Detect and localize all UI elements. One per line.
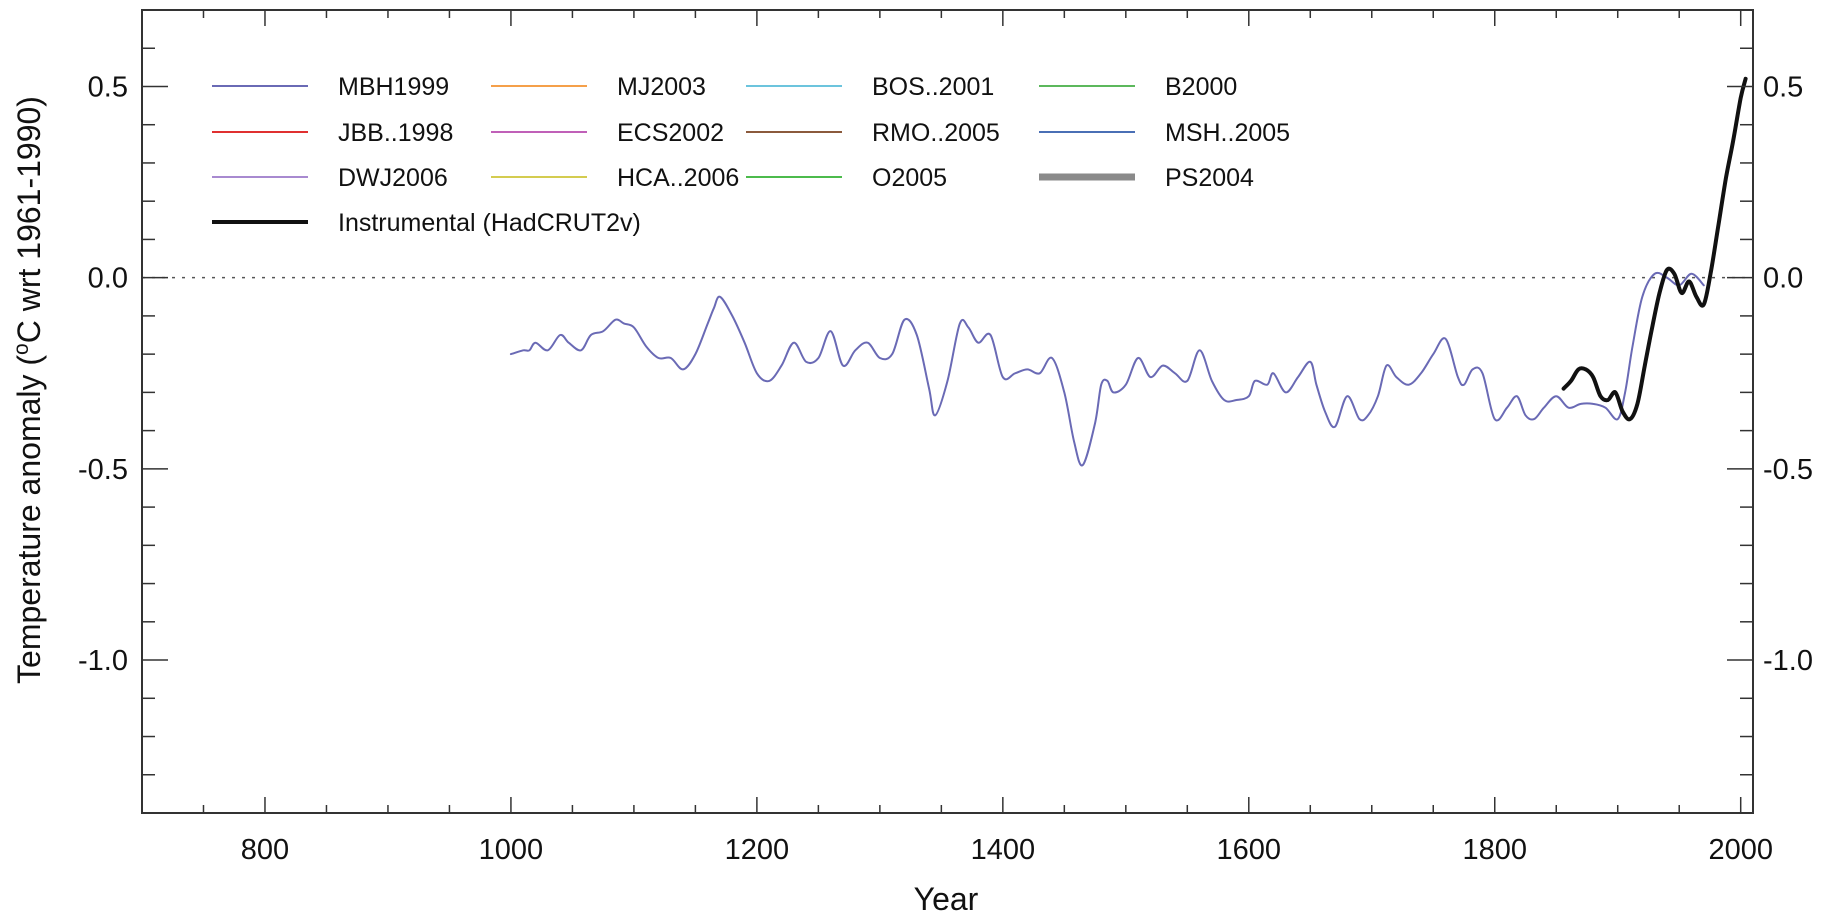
legend-label: MJ2003 — [617, 73, 706, 101]
y-axis-ticks-left: 0.5 0.0 -0.5 -1.0 — [78, 47, 168, 776]
x-tick-label: 1400 — [971, 834, 1036, 866]
y-tick-label-left: -0.5 — [78, 454, 128, 486]
legend-label: Instrumental (HadCRUT2v) — [338, 209, 641, 237]
y-axis-title-part-2: C wrt 1961-1990) — [11, 96, 47, 343]
legend-item-mj2003: MJ2003 — [491, 73, 706, 101]
x-tick-label: 1000 — [479, 834, 544, 866]
legend-label: RMO..2005 — [872, 119, 1000, 147]
legend-label: MBH1999 — [338, 73, 449, 101]
x-axis-ticks: 800 1000 1200 1400 1600 1800 2000 — [202, 10, 1773, 866]
y-tick-label-left: -1.0 — [78, 645, 128, 677]
x-axis-title: Year — [914, 881, 979, 912]
y-axis-title: Temperature anomaly (oC wrt 1961-1990) — [10, 96, 47, 684]
legend-label: BOS..2001 — [872, 73, 994, 101]
legend-label: MSH..2005 — [1165, 119, 1290, 147]
y-tick-label-right: -0.5 — [1763, 454, 1813, 486]
legend-item-msh-2005: MSH..2005 — [1039, 119, 1290, 147]
y-tick-label-right: 0.5 — [1763, 71, 1803, 103]
legend-label: ECS2002 — [617, 119, 724, 147]
y-axis-title-part-1: Temperature anomaly ( — [11, 355, 47, 684]
legend-item-o2005: O2005 — [746, 164, 947, 192]
y-tick-label-right: -1.0 — [1763, 645, 1813, 677]
y-tick-label-right: 0.0 — [1763, 263, 1803, 295]
legend-item-jbb-1998: JBB..1998 — [212, 119, 453, 147]
y-tick-label-left: 0.5 — [88, 71, 128, 103]
y-tick-label-left: 0.0 — [88, 263, 128, 295]
legend-label: B2000 — [1165, 73, 1237, 101]
legend-label: O2005 — [872, 164, 947, 192]
legend-label: PS2004 — [1165, 164, 1254, 192]
x-tick-label: 2000 — [1708, 834, 1773, 866]
x-tick-label: 1200 — [725, 834, 790, 866]
gridless-plot-series — [509, 76, 1748, 467]
legend-item-hca-2006: HCA..2006 — [491, 164, 739, 192]
legend-label: HCA..2006 — [617, 164, 739, 192]
legend-item-ps2004: PS2004 — [1039, 164, 1254, 192]
legend-item-ecs2002: ECS2002 — [491, 119, 724, 147]
legend-item-rmo-2005: RMO..2005 — [746, 119, 1000, 147]
legend: MBH1999 MJ2003 BOS..2001 B2000 JBB..1998 ECS2… — [212, 73, 1290, 237]
x-tick-label: 1600 — [1217, 834, 1282, 866]
legend-item-b2000: B2000 — [1039, 73, 1237, 101]
legend-item-dwj2006: DWJ2006 — [212, 164, 448, 192]
plot-frame — [141, 9, 1754, 814]
legend-label: JBB..1998 — [338, 119, 453, 147]
x-tick-label: 1800 — [1462, 834, 1527, 866]
series-line-instrumental-hadcrut2v — [1561, 76, 1748, 422]
legend-item-mbh1999: MBH1999 — [212, 73, 449, 101]
legend-label: DWJ2006 — [338, 164, 448, 192]
x-tick-label: 800 — [241, 834, 289, 866]
y-axis-title-degree: o — [10, 343, 33, 355]
legend-item-instrumental-hadcrut2v: Instrumental (HadCRUT2v) — [212, 209, 641, 237]
legend-item-bos-2001: BOS..2001 — [746, 73, 994, 101]
series-line-mbh1999 — [509, 271, 1705, 467]
y-axis-ticks-right: 0.5 0.0 -0.5 -1.0 — [1727, 47, 1813, 776]
